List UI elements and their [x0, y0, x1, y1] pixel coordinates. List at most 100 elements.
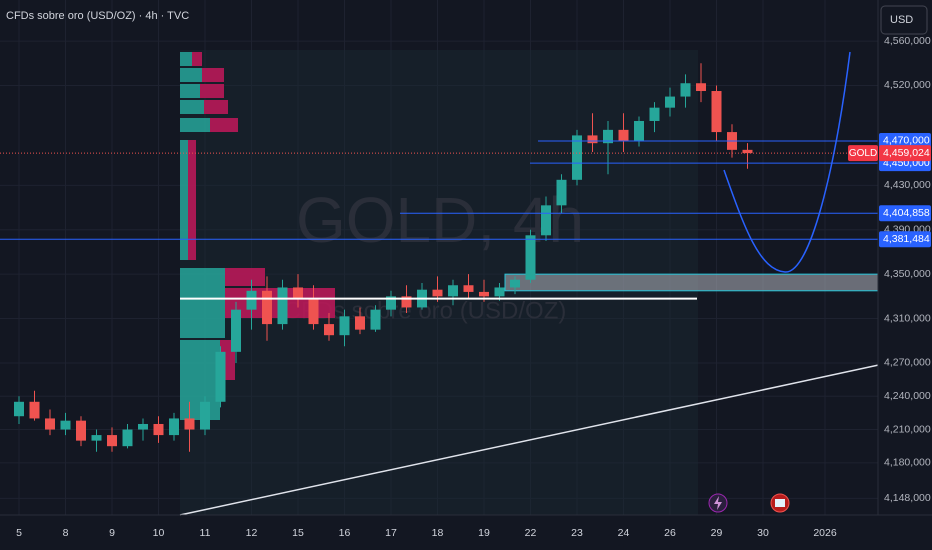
candle-body — [231, 309, 241, 352]
y-tick-label: 4,270,000 — [884, 357, 931, 369]
y-tick-label: 4,210,000 — [884, 423, 931, 435]
watermark: GOLD, 4h — [296, 184, 584, 256]
candle-body — [14, 401, 24, 417]
x-tick-label: 15 — [292, 527, 304, 539]
candle-body — [494, 287, 505, 297]
candle-body — [200, 401, 210, 430]
candle-body — [649, 107, 660, 121]
y-tick-label: 4,560,000 — [884, 35, 931, 47]
candle-body — [184, 418, 195, 430]
profile-bar — [192, 52, 202, 66]
zone — [504, 273, 879, 292]
lightning-icon — [714, 496, 722, 510]
price-axis — [878, 0, 932, 550]
candle-body — [634, 120, 644, 141]
candle-body — [76, 420, 86, 441]
level-label: 4,381,484 — [883, 233, 930, 245]
candle-body — [215, 351, 226, 402]
last-price-label: 4,459,024 — [883, 147, 930, 159]
candle-body — [680, 83, 691, 97]
y-tick-label: 4,310,000 — [884, 312, 931, 324]
x-tick-label: 8 — [63, 527, 69, 539]
candle-body — [525, 235, 536, 280]
candle-body — [556, 179, 567, 206]
x-tick-label: 10 — [153, 527, 165, 539]
candle-body — [432, 289, 443, 297]
x-tick-label: 12 — [246, 527, 258, 539]
candle-body — [711, 91, 722, 133]
profile-bar — [225, 268, 265, 286]
profile-bar — [180, 268, 225, 338]
currency: USD — [890, 14, 913, 26]
x-tick-label: 30 — [757, 527, 769, 539]
symbol-tag-box — [848, 145, 878, 162]
y-tick-label: 4,148,000 — [884, 492, 931, 504]
profile-bar — [180, 52, 192, 66]
profile-bar — [180, 100, 204, 114]
x-tick-label: 5 — [16, 527, 22, 539]
level-label: 4,470,000 — [883, 135, 930, 147]
forecast-curve — [723, 51, 851, 273]
candle-body — [308, 298, 319, 325]
x-tick-label: 18 — [432, 527, 444, 539]
candle-body — [169, 418, 179, 436]
candle-body — [510, 279, 520, 288]
trendline — [179, 364, 879, 516]
candle-body — [246, 290, 257, 310]
candle-body — [742, 149, 753, 154]
candle-body — [401, 296, 412, 308]
profile-bar — [180, 68, 202, 82]
profile-bar — [200, 84, 224, 98]
candle-body — [696, 83, 706, 92]
candle-body — [45, 418, 55, 430]
candle-body — [339, 316, 350, 336]
candle-body — [60, 420, 71, 430]
candle-body — [107, 435, 117, 447]
x-tick-label: 23 — [571, 527, 583, 539]
profile-bar — [204, 100, 228, 114]
x-tick-label: 29 — [711, 527, 723, 539]
candle-body — [153, 423, 164, 436]
x-tick-label: 19 — [478, 527, 490, 539]
profile-bar — [210, 118, 238, 132]
candle-body — [324, 324, 334, 336]
candle-body — [355, 316, 365, 330]
candle-body — [386, 296, 396, 310]
level-label: 4,404,858 — [883, 207, 930, 219]
candle-body — [138, 423, 148, 430]
candle-body — [665, 96, 675, 108]
y-tick-label: 4,350,000 — [884, 268, 931, 280]
candle-body — [463, 285, 474, 292]
candle-body — [541, 205, 551, 236]
x-tick-label: 24 — [618, 527, 630, 539]
axis-labels: 4,560,0004,520,0004,430,0004,390,0004,35… — [16, 35, 931, 539]
candle-body — [572, 135, 582, 180]
profile-bar — [188, 140, 196, 260]
level-label-box — [879, 132, 931, 149]
grid — [0, 0, 878, 515]
x-tick-label: 17 — [385, 527, 397, 539]
last-price-box — [879, 145, 931, 162]
candle-body — [587, 135, 598, 144]
currency-button[interactable] — [880, 5, 928, 35]
symbol-tag: GOLD — [849, 148, 877, 159]
candle-body — [370, 309, 381, 330]
y-tick-label: 4,430,000 — [884, 179, 931, 191]
candle-body — [122, 429, 133, 447]
flag-stripes — [775, 499, 785, 507]
candle-body — [479, 291, 489, 297]
x-tick-label: 26 — [664, 527, 676, 539]
profile-bar — [180, 118, 210, 132]
x-tick-label: 22 — [525, 527, 537, 539]
x-tick-label: 11 — [200, 527, 211, 539]
candle-body — [618, 129, 629, 141]
y-tick-label: 4,180,000 — [884, 457, 931, 469]
x-tick-label: 2026 — [813, 527, 837, 539]
candle-body — [293, 287, 303, 299]
y-tick-label: 4,240,000 — [884, 390, 931, 402]
candle-body — [262, 290, 272, 325]
candle-body — [29, 401, 40, 419]
profile-bar — [202, 68, 224, 82]
